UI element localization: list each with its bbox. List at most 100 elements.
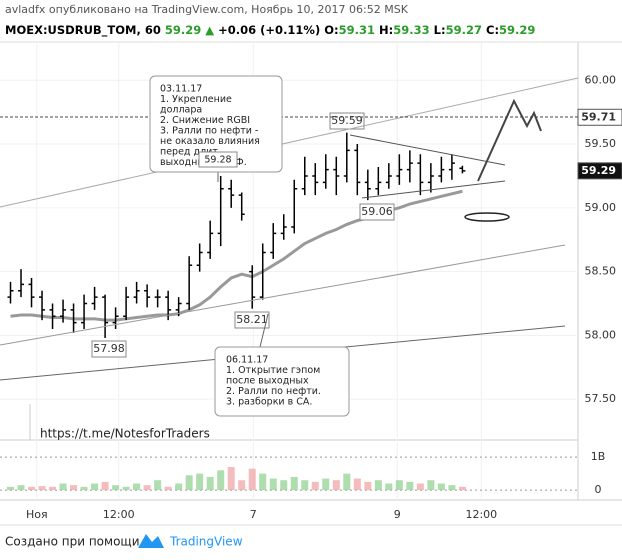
ohlc-bar [448,154,455,180]
ohlc-bar [354,144,361,196]
y2-tick-label: 0 [595,483,602,496]
volume-bar [259,473,267,491]
volume-bar [70,485,78,491]
note-line: после выходных [226,376,309,387]
y-tick-label: 58.00 [585,328,617,341]
volume-bar [290,476,298,491]
note-box [149,75,283,173]
volume-bar [416,483,424,491]
ohlc-bar [249,265,256,309]
volume-bar [406,481,414,491]
trend-line [0,244,566,346]
note-line: 2. Ралли по нефти. [226,386,321,397]
brand[interactable]: TradingView [169,535,243,549]
volume-bar [322,478,330,491]
ohlc-bar [154,289,161,308]
note-line: 2. Снижение RGBI [160,115,250,126]
x-tick-label: 7 [250,508,257,521]
x-tick-label: 9 [394,508,401,521]
y-tick-label: 59.00 [585,201,617,214]
x-tick-label: 12:00 [103,508,135,521]
ohlc-bar [438,156,445,183]
symbol-line: MOEX:USDRUB_TOM, 60 59.29 ▲ +0.06 (+0.11… [5,23,535,38]
ohlc-bar [270,223,277,259]
volume-bar [364,481,372,491]
price-tag-label: 59.29 [581,164,616,177]
volume-bar [80,486,88,491]
l-label: L: [434,23,446,37]
volume-bar [133,483,141,491]
change: +0.06 (+0.11%) [218,23,320,37]
volume-bar [311,481,319,491]
ohlc-bar [123,286,130,321]
ohlc-bar [144,284,151,308]
ohlc-bar [417,154,424,196]
volume-bar [38,486,46,491]
y-tick-label: 58.50 [585,265,617,278]
l-value: 59.27 [446,23,482,37]
volume-bar [227,467,235,491]
volume-bar [248,468,256,491]
note-line: 3. разборки в СА. [226,397,312,408]
volume-bar [206,476,214,491]
ohlc-bar [312,163,319,196]
volume-bar [448,485,456,491]
ohlc-bar [280,214,287,240]
volume-bar [17,485,25,491]
y-tick-label: 60.00 [585,73,617,86]
price-label: 59.59 [331,114,363,127]
volume-bar [217,470,225,491]
ohlc-bar [343,132,350,183]
h-value: 59.33 [393,23,429,37]
y-tick-label: 59.50 [585,137,617,150]
ohlc-bar [18,269,25,298]
ohlc-bar [70,303,77,333]
h-label: H: [379,23,393,37]
note-line: доллара [160,105,202,116]
last-price: 59.29 [165,23,201,37]
volume-bar [175,483,183,491]
ohlc-bar [427,163,434,193]
note-box [214,346,350,417]
ohlc-bar [39,290,46,321]
price-tag-label: 59.71 [581,110,616,123]
ohlc-bar [406,150,413,183]
ohlc-bar [49,303,56,330]
note-line: перед длит. [160,147,221,158]
symbol: MOEX:USDRUB_TOM, 60 [5,23,161,38]
price-label-box [198,151,238,168]
ohlc-bar [385,163,392,189]
c-label: C: [486,23,499,37]
ohlc-bar [186,256,193,310]
ohlc-bar [217,175,224,247]
brand-logo [138,534,164,548]
volume-bar [458,486,466,491]
author-line: avladfx опубликовано на TradingView.com,… [5,3,409,16]
o-value: 59.31 [339,23,375,37]
volume-bar [154,480,162,491]
ohlc-bar [196,243,203,272]
price-label: 59.06 [361,205,393,218]
y2-tick-label: 1B [591,450,606,463]
ohlc-bar [333,156,340,196]
volume-bar [185,475,193,491]
ohlc-bar [364,169,371,201]
ohlc-bar [112,307,119,330]
zigzag [477,98,542,182]
note-line: 1. Укрепление [160,94,232,105]
moving-average [10,189,463,322]
ohlc-bar [259,243,266,300]
plot-area: 60.00 59.50 59.00 58.50 58.00 57.50 Ноя 12:00 7 9… [0,41,622,521]
ohlc-bar [459,165,466,174]
price-label: 58.21 [236,313,268,326]
trend-line [0,77,579,208]
price-label-box [234,311,270,329]
trend-line [361,180,506,199]
author: avladfx опубликовано на TradingView.com,… [5,3,409,16]
ohlc-bar [102,294,109,338]
volume-bar [101,481,109,491]
note-line: 1. Открытие гэпом [226,365,320,376]
